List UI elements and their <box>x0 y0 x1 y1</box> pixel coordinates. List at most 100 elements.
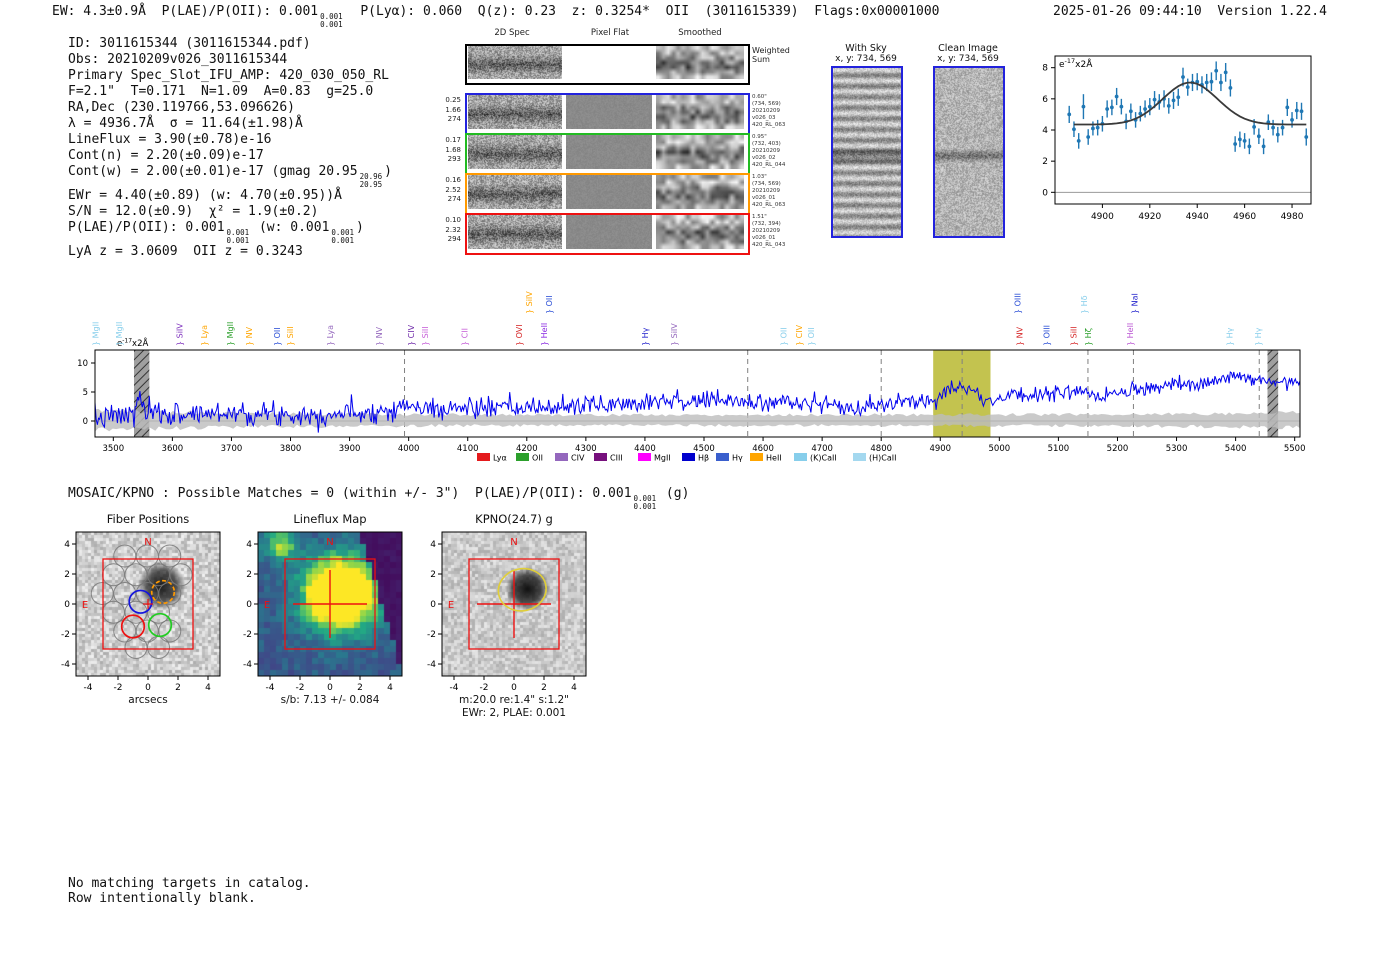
y-tick-label: 0 <box>83 417 88 427</box>
x-tick-label: 4920 <box>1138 212 1161 222</box>
panel-xlabel: arcsecs <box>128 694 168 706</box>
smoothed-image <box>656 175 744 209</box>
emission-line-label: } OIII <box>1043 325 1052 346</box>
with-sky-image <box>833 68 901 236</box>
x-tick-label: 5200 <box>1107 444 1129 454</box>
text-segment: Obs: 20210209v026_3011615344 <box>68 52 288 67</box>
x-tick-label: 4500 <box>693 444 715 454</box>
detection-info-block: ID: 3011615344 (3011615344.pdf) Obs: 2021… <box>68 36 392 260</box>
legend-swatch <box>594 453 607 461</box>
legend-swatch <box>794 453 807 461</box>
emission-line-label: } Lya <box>200 325 209 346</box>
y-tick-label: 8 <box>1042 64 1048 74</box>
x-tick-label: -4 <box>84 683 93 693</box>
legend-label: Lyα <box>493 454 507 463</box>
lineflux-overlay: N E -4 -4 -2 -2 0 0 2 2 4 4 <box>243 531 403 693</box>
text-segment: ID: 3011615344 (3011615344.pdf) <box>68 36 311 51</box>
x-tick-label: 4300 <box>575 444 597 454</box>
east-label: E <box>264 600 270 611</box>
x-tick-label: 5300 <box>1166 444 1188 454</box>
fiber-circle-green <box>147 612 173 638</box>
legend-swatch <box>750 453 763 461</box>
spectrum-line <box>95 371 1300 433</box>
text-segment: λ = 4936.7Å σ = 11.64(±1.98)Å <box>68 116 303 131</box>
x-tick-label: -2 <box>114 683 123 693</box>
y-tick-label: 0 <box>430 600 436 610</box>
fiber-circle-orange <box>150 579 176 605</box>
info-line: Cont(w) = 2.00(±0.01)e-17 (gmag 20.95 20.… <box>68 164 392 188</box>
x-tick-label: 4000 <box>398 444 420 454</box>
sky-panel-coords: x, y: 734, 569 <box>937 54 999 64</box>
y-tick-label: -4 <box>427 660 436 670</box>
x-tick-label: 4960 <box>1233 212 1256 222</box>
info-line: Cont(n) = 2.20(±0.09)e-17 <box>68 148 392 164</box>
x-tick-label: 3900 <box>339 444 361 454</box>
emission-line-label: } OII <box>273 327 282 346</box>
emission-line-label: } CII <box>461 328 470 346</box>
emission-line-label: } OII <box>545 295 554 314</box>
legend-swatch <box>682 453 695 461</box>
y-tick-label: 2 <box>246 570 252 580</box>
east-label: E <box>448 600 454 611</box>
x-tick-label: 5500 <box>1284 444 1306 454</box>
text-segment: RA,Dec (230.119766,53.096626) <box>68 100 295 115</box>
extraction-box <box>102 558 194 650</box>
spec2d-image <box>468 175 562 209</box>
fiber-circle <box>147 636 170 659</box>
text-segment: Cont(n) = 2.20(±0.09)e-17 <box>68 148 264 163</box>
cutout-row <box>465 213 750 255</box>
info-line: S/N = 12.0(±0.9) χ² = 1.9(±0.2) <box>68 204 392 220</box>
panel-title: Lineflux Map <box>293 512 367 526</box>
text-segment: S/N = 12.0(±0.9) χ² = 1.9(±0.2) <box>68 204 319 220</box>
emission-line-label: } Hγ <box>1226 327 1235 346</box>
emission-line-label: } Hδ <box>1080 295 1089 314</box>
fraction-stack: 0.001 0.001 <box>226 228 250 245</box>
emission-line-label: } Hγ <box>641 327 650 346</box>
sky-panel-title: With Sky <box>845 43 887 54</box>
panel-title: Fiber Positions <box>106 512 190 526</box>
smoothed-image <box>656 46 744 79</box>
emission-line-label: } CIV <box>795 324 804 346</box>
error-band <box>95 408 1300 432</box>
x-tick-label: 5400 <box>1225 444 1247 454</box>
fiber-circle <box>158 544 182 568</box>
x-tick-label: 2 <box>175 683 181 693</box>
fiber-circle <box>124 636 148 659</box>
kpno-overlay: N E -4 -4 -2 -2 0 0 2 2 4 4 <box>427 531 587 693</box>
x-tick-label: 2 <box>541 683 547 693</box>
north-label: N <box>144 537 151 548</box>
cutout-column-title: 2D Spec <box>494 28 530 38</box>
footer-line: Row intentionally blank. <box>68 891 256 906</box>
legend-label: (K)CaII <box>810 454 837 463</box>
cutout-row <box>465 93 750 135</box>
cutout-row <box>465 44 750 85</box>
x-tick-label: 4900 <box>1091 212 1114 222</box>
fiber-circle-red <box>120 614 146 639</box>
text-segment: MOSAIC/KPNO : Possible Matches = 0 (with… <box>68 486 632 501</box>
header-timestamp: 2025-01-26 09:44:10 Version 1.22.4 <box>1053 4 1327 19</box>
emission-line-label: } OII <box>807 327 816 346</box>
x-tick-label: 0 <box>511 683 517 693</box>
x-tick-label: 2 <box>357 683 363 693</box>
x-tick-label: 4700 <box>811 444 833 454</box>
text-segment: Cont(w) = 2.00(±0.01)e-17 (gmag 20.95 <box>68 164 358 179</box>
panel-xlabel: s/b: 7.13 +/- 0.084 <box>280 694 380 706</box>
legend-swatch <box>477 453 490 461</box>
emission-line-label: } SiII <box>1070 326 1079 346</box>
legend-label: MgII <box>654 454 671 463</box>
flux-units-label: e-17x2Å <box>1059 57 1093 70</box>
y-tick-label: 0 <box>64 600 70 610</box>
masked-region-band <box>1267 350 1279 437</box>
x-tick-label: 4800 <box>870 444 892 454</box>
weighted-sum-label: Weighted Sum <box>752 46 790 64</box>
fiber-overlay: N E -4 -4 -2 -2 0 0 2 2 4 4 <box>61 531 221 693</box>
text-segment: LyA z = 3.0609 OII z = 0.3243 <box>68 244 303 260</box>
fiber-circle <box>158 582 182 605</box>
pixel-flat-image <box>566 215 652 249</box>
legend-label: OII <box>532 454 543 463</box>
text-segment: Primary Spec_Slot_IFU_AMP: 420_030_050_R… <box>68 68 389 83</box>
text-segment: EW: 4.3±0.9Å P(LAE)/P(OII): 0.001 <box>52 4 319 19</box>
info-line: ID: 3011615344 (3011615344.pdf) <box>68 36 392 52</box>
legend-label: Hβ <box>698 454 709 463</box>
cutout-row <box>465 133 750 175</box>
